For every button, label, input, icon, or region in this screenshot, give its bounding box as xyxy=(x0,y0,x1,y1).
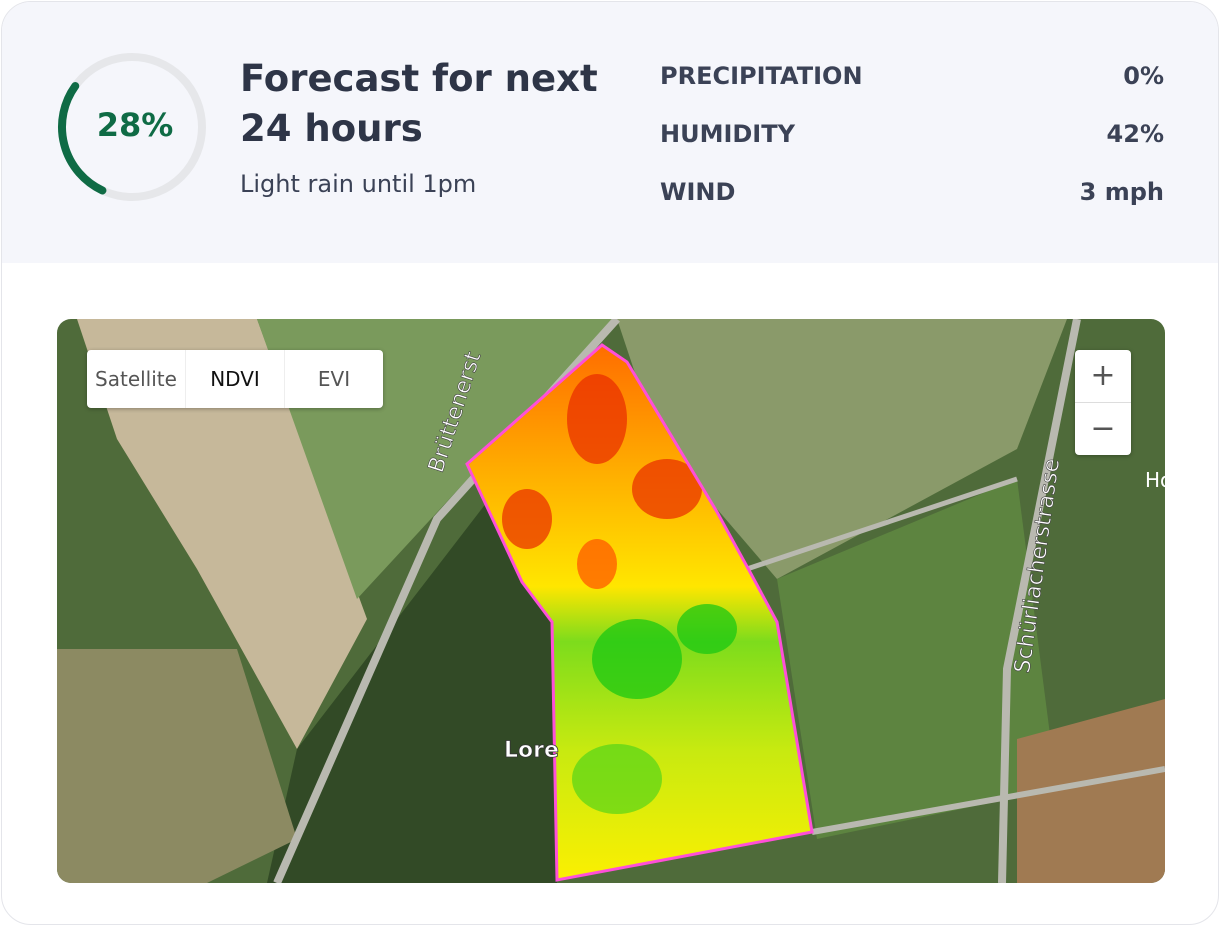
forecast-subtitle: Light rain until 1pm xyxy=(240,170,477,198)
zoom-out[interactable]: − xyxy=(1090,411,1116,446)
title-line: Forecast for next xyxy=(240,57,598,100)
tab[interactable]: EVI xyxy=(317,367,351,391)
stat-value: 0% xyxy=(1123,62,1164,90)
layer-tabs: Satellite NDVI EVI xyxy=(87,350,383,408)
title-line: 24 hours xyxy=(240,107,423,150)
stat-row: PRECIPITATION 0% xyxy=(660,62,1164,90)
forecast-panel: 28% Forecast for next 24 hours Light rain… xyxy=(2,2,1218,263)
stat-label: HUMIDITY xyxy=(660,120,795,148)
stat-row: HUMIDITY 42% xyxy=(660,120,1164,148)
zoom-in[interactable]: + xyxy=(1075,350,1131,403)
stat-value: 42% xyxy=(1106,120,1164,148)
tab[interactable]: NDVI xyxy=(186,350,285,408)
gauge xyxy=(58,53,206,201)
stat-label: PRECIPITATION xyxy=(660,62,863,90)
gauge-label: 28% xyxy=(96,106,174,144)
map-label: Ho xyxy=(1145,468,1165,492)
tab[interactable]: Satellite xyxy=(87,350,186,408)
map-label: Lore xyxy=(504,738,559,763)
stat-value: 3 mph xyxy=(1079,178,1164,206)
gauge-arc xyxy=(58,82,107,195)
map-imagery: Brüttenerst Schürliacherstrasse Lore Ho xyxy=(57,319,1165,883)
map[interactable]: Brüttenerst Schürliacherstrasse Lore Ho … xyxy=(57,319,1165,883)
stat-label: WIND xyxy=(660,178,736,206)
forecast-title: Forecast for next 24 hours xyxy=(240,54,598,154)
zoom-control: + − xyxy=(1075,350,1131,455)
stat-row: WIND 3 mph xyxy=(660,178,1164,206)
